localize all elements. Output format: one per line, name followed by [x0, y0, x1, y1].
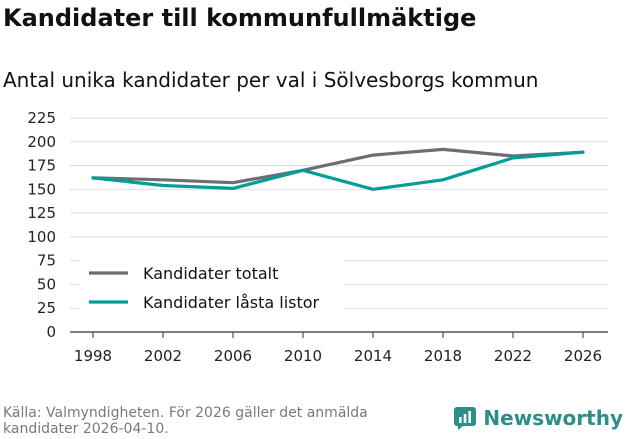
- x-tick-label: 2010: [284, 347, 322, 365]
- series-line-locked-lists: [91, 150, 585, 191]
- series-line-total: [91, 147, 585, 185]
- chart-title: Kandidater till kommunfullmäktige: [3, 4, 477, 32]
- brand-name: Newsworthy: [483, 406, 623, 430]
- y-tick-label: 150: [27, 180, 56, 198]
- y-tick-label: 200: [27, 133, 56, 151]
- legend-background: [80, 258, 344, 318]
- line-chart: 0 25 50 75 100 125 150 175 200 225 1998 2002 2006 20…: [27, 109, 608, 365]
- x-tick-label: 2002: [144, 347, 182, 365]
- y-tick-label: 175: [27, 157, 56, 175]
- y-tick-label: 100: [27, 228, 56, 246]
- legend-label: Kandidater låsta listor: [143, 293, 320, 312]
- y-tick-label: 125: [27, 204, 56, 222]
- legend-label: Kandidater totalt: [143, 264, 278, 283]
- x-tick-label: 2026: [564, 347, 602, 365]
- y-tick-label: 25: [37, 299, 56, 317]
- x-tick-label: 2014: [354, 347, 392, 365]
- y-tick-label: 0: [46, 323, 56, 341]
- y-tick-label: 225: [27, 109, 56, 127]
- x-tick-label: 2006: [214, 347, 252, 365]
- brand-logo: Newsworthy: [453, 406, 623, 430]
- y-tick-label: 50: [37, 275, 56, 293]
- x-tick-label: 1998: [74, 347, 112, 365]
- newsworthy-logo-icon: [454, 407, 477, 430]
- chart-subtitle: Antal unika kandidater per val i Sölvesb…: [3, 68, 539, 92]
- source-note: Källa: Valmyndigheten. För 2026 gäller d…: [3, 405, 368, 437]
- x-tick-label: 2018: [424, 347, 462, 365]
- x-tick-label: 2022: [494, 347, 532, 365]
- y-tick-label: 75: [37, 252, 56, 270]
